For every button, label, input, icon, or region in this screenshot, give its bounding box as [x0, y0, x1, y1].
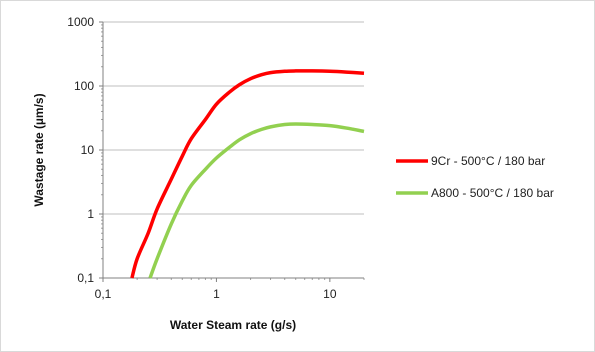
y-tick-label: 100: [74, 79, 94, 93]
y-tick-label: 1000: [67, 15, 94, 29]
tick-labels: 0,1 1 10 100 1000 0,1 1 10: [67, 15, 337, 301]
series-line-1: [148, 122, 365, 279]
x-axis-title: Water Steam rate (g/s): [170, 318, 296, 332]
legend-label-0: 9Cr - 500°C / 180 bar: [431, 154, 545, 168]
legend: 9Cr - 500°C / 180 bar A800 - 500°C / 180 …: [396, 154, 554, 200]
y-tick-label: 10: [81, 143, 95, 157]
legend-label-1: A800 - 500°C / 180 bar: [431, 186, 554, 200]
y-axis-title: Wastage rate (µm/s): [32, 93, 46, 206]
y-tick-label: 1: [87, 207, 94, 221]
x-tick-label: 1: [213, 287, 220, 301]
series-line-0: [130, 69, 365, 279]
y-tick-label: 0,1: [77, 271, 94, 285]
x-tick-label: 0,1: [95, 287, 112, 301]
gridlines: [103, 21, 364, 215]
series-lines: [130, 69, 365, 279]
axes: [99, 21, 365, 282]
x-tick-label: 10: [323, 287, 337, 301]
